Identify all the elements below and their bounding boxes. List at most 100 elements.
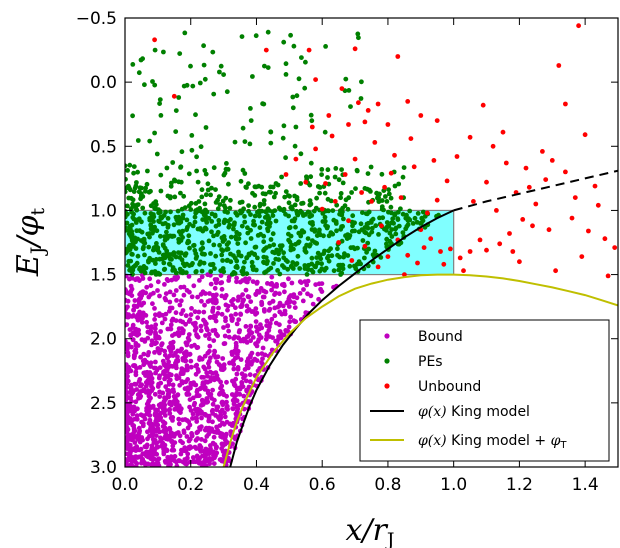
- bound-point: [234, 408, 240, 414]
- pe-point: [328, 230, 334, 236]
- bound-point: [179, 366, 185, 371]
- bound-point: [179, 447, 184, 453]
- pe-point: [261, 201, 267, 207]
- bound-point: [150, 386, 156, 391]
- pe-point: [307, 220, 313, 226]
- bound-point: [139, 302, 144, 308]
- bound-point: [231, 297, 236, 302]
- unbound-point: [553, 268, 558, 274]
- pe-point: [298, 181, 304, 186]
- unbound-point: [484, 179, 489, 185]
- legend: Bound PEs Unbound φ(x) King model φ(x) K…: [359, 319, 610, 462]
- pe-point: [193, 251, 199, 256]
- pe-point: [161, 49, 166, 55]
- pe-point: [419, 215, 425, 221]
- pe-point: [283, 189, 289, 195]
- pe-point: [323, 44, 328, 49]
- bound-point: [184, 434, 190, 439]
- bound-point: [206, 451, 212, 457]
- pe-point: [209, 185, 214, 191]
- bound-point: [259, 302, 265, 308]
- bound-point: [274, 282, 279, 287]
- bound-point: [247, 332, 252, 337]
- pe-point: [127, 223, 133, 229]
- bound-point: [253, 306, 259, 311]
- pe-point: [242, 139, 248, 145]
- bound-point: [180, 319, 186, 325]
- bound-point: [132, 363, 138, 368]
- bound-point: [234, 321, 240, 327]
- bound-point: [178, 330, 184, 336]
- pe-point: [333, 166, 339, 171]
- bound-point: [230, 302, 236, 308]
- pe-point: [152, 130, 158, 136]
- bound-point: [157, 394, 163, 399]
- pe-point: [253, 267, 259, 273]
- x-tick-label: 0.2: [177, 475, 204, 495]
- pe-point: [325, 175, 330, 180]
- bound-point: [241, 393, 247, 399]
- bound-point: [139, 419, 145, 425]
- bound-point: [222, 414, 228, 420]
- bound-point: [151, 290, 156, 296]
- bound-point: [220, 420, 225, 426]
- pe-point: [226, 240, 232, 246]
- bound-point: [222, 333, 228, 339]
- bound-point: [158, 380, 164, 386]
- unbound-point: [526, 184, 532, 190]
- bound-point: [157, 416, 163, 422]
- bound-point: [250, 335, 256, 340]
- bound-point: [171, 292, 177, 298]
- unbound-point: [408, 136, 414, 142]
- bound-point: [128, 333, 134, 339]
- pe-point: [187, 245, 192, 251]
- bound-point: [128, 283, 134, 289]
- unbound-point: [372, 140, 378, 145]
- bound-point: [188, 364, 194, 370]
- bound-point: [301, 287, 306, 292]
- unbound-point: [563, 101, 568, 107]
- bound-point: [155, 279, 161, 285]
- pe-point: [271, 261, 276, 266]
- bound-point: [238, 357, 244, 362]
- pe-point: [213, 253, 219, 259]
- bound-point: [248, 324, 254, 329]
- pe-point: [140, 56, 146, 62]
- bound-point: [254, 279, 260, 285]
- bound-point: [217, 417, 223, 422]
- pe-point: [244, 185, 249, 190]
- bound-point: [186, 337, 192, 343]
- bound-point: [202, 291, 208, 296]
- pe-point: [349, 219, 355, 225]
- pe-point: [131, 189, 137, 195]
- bound-point: [128, 417, 134, 423]
- pe-point: [125, 220, 130, 226]
- bound-point: [231, 362, 237, 367]
- pe-point: [298, 208, 303, 214]
- bound-point: [140, 423, 146, 429]
- pe-point: [307, 242, 313, 248]
- pe-point: [415, 211, 421, 216]
- bound-point: [174, 365, 179, 371]
- bound-point: [195, 315, 201, 321]
- pe-point: [219, 252, 225, 258]
- legend-marker-unbound: [384, 383, 390, 389]
- pe-point: [268, 189, 273, 195]
- y-tick-label: 2.5: [90, 394, 117, 414]
- pe-point: [211, 233, 216, 239]
- bound-point: [227, 360, 232, 366]
- pe-point: [215, 229, 221, 235]
- unbound-point: [411, 164, 417, 170]
- bound-point: [205, 390, 211, 396]
- bound-point: [197, 460, 202, 466]
- pe-point: [158, 113, 164, 118]
- pe-point: [349, 190, 354, 195]
- bound-point: [217, 391, 222, 397]
- pe-point: [162, 252, 167, 258]
- bound-point: [233, 343, 239, 349]
- bound-point: [282, 308, 288, 314]
- bound-point: [261, 294, 267, 300]
- bound-point: [196, 393, 201, 399]
- pe-point: [249, 259, 255, 265]
- bound-point: [208, 281, 214, 287]
